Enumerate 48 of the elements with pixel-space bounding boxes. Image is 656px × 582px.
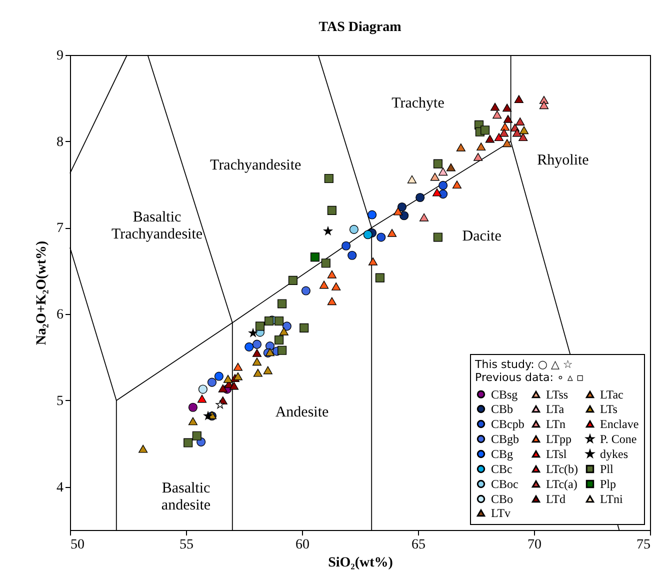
legend-label: LTc(b) [546, 462, 578, 476]
x-tick-label: 50 [70, 538, 84, 552]
legend-label: Plp [600, 477, 616, 491]
legend-label: CBg [491, 447, 514, 461]
legend-title: This study: ○ △ ☆ Previous data: ∘ ▵ ▫ [474, 358, 584, 384]
legend-label: P. Cone [600, 432, 637, 446]
legend-label: CBsg [491, 387, 518, 402]
legend-label: LTni [600, 492, 624, 506]
y-tick-label: 8 [56, 134, 64, 150]
y-tick-label: 9 [56, 48, 64, 64]
legend-label: LTn [546, 417, 566, 431]
legend-label: CBc [491, 462, 512, 476]
annotation: Andesite [275, 404, 329, 420]
annotation: Basaltic andesite [161, 480, 211, 514]
y-tick-label: 5 [56, 394, 64, 409]
legend-label: CBcpb [491, 417, 524, 431]
legend-label: CBgb [491, 432, 520, 446]
legend-label: LTsl [546, 447, 568, 461]
legend-label: LTpp [546, 432, 572, 446]
legend-label: LTa [546, 402, 565, 416]
legend-label: LTac [600, 388, 624, 402]
legend-label: CBoc [491, 477, 518, 491]
legend-label: CBo [491, 492, 514, 506]
annotation: Basaltic Trachyandesite [111, 210, 203, 242]
x-tick-label: 70 [528, 538, 542, 552]
y-tick-label: 4 [56, 480, 64, 496]
legend-label: LTd [546, 492, 566, 506]
legend-label: Enclave [600, 417, 639, 431]
annotation: Rhyolite [537, 152, 590, 168]
legend-label: LTss [546, 388, 568, 402]
y-axis-title: Na₂O+K₂O(wt%) [34, 240, 50, 346]
legend-label: LTs [600, 402, 618, 416]
x-tick-label: 65 [412, 538, 426, 552]
legend-label: Pll [600, 462, 614, 476]
legend-label: dykes [600, 447, 628, 461]
y-tick-label: 6 [56, 308, 64, 323]
chart-title: TAS Diagram [318, 20, 402, 35]
x-tick-label: 55 [180, 538, 194, 552]
annotation: Trachyte [392, 96, 445, 112]
legend-label: LTv [491, 506, 511, 520]
y-tick-label: 7 [56, 221, 64, 236]
x-tick-label: 75 [636, 538, 650, 552]
x-tick-label: 60 [296, 538, 310, 552]
x-axis-title: SiO₂(wt%) [328, 556, 394, 570]
legend-label: LTc(a) [546, 477, 578, 491]
annotation: Dacite [462, 228, 502, 244]
annotation: Trachyandesite [210, 157, 302, 174]
legend-label: CBb [491, 402, 514, 416]
